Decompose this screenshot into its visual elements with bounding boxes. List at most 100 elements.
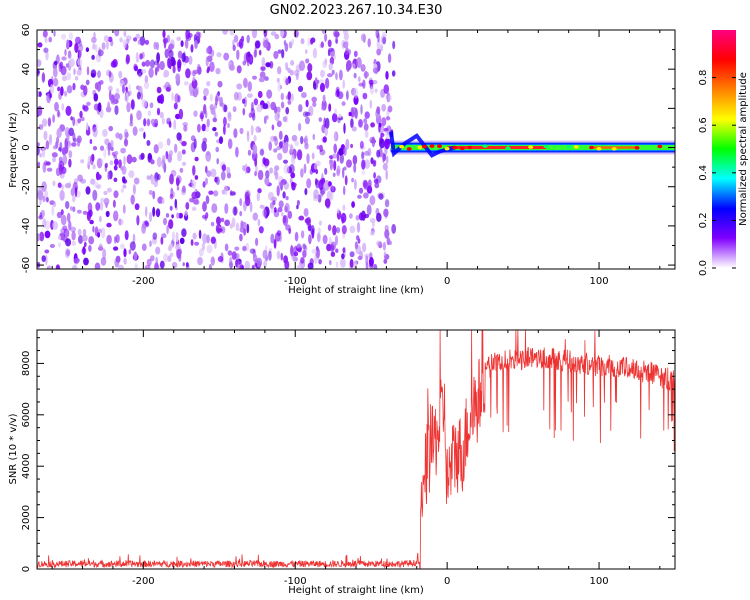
spectrogram-noise-speck (333, 160, 337, 171)
spectrogram-noise-speck (171, 92, 174, 102)
spectrogram-noise-speck (154, 66, 158, 76)
spectrogram-noise-speck (233, 34, 239, 43)
spectrogram-noise-speck (348, 111, 352, 117)
spectrogram-noise-speck (387, 105, 393, 113)
spectrogram-noise-speck (304, 188, 308, 196)
spectrogram-noise-speck (66, 72, 72, 81)
spectrogram-noise-speck (150, 159, 155, 165)
spectrogram-noise-speck (86, 66, 90, 76)
spectrogram-noise-speck (353, 50, 358, 58)
spectrogram-noise-speck (80, 159, 85, 164)
spectrogram-noise-speck (215, 92, 220, 102)
spectrogram-noise-speck (382, 241, 386, 251)
spectrogram-noise-speck (210, 49, 215, 57)
spectrogram-noise-speck (329, 190, 334, 201)
spectrogram-noise-speck (308, 234, 312, 245)
spectrogram-noise-speck (85, 186, 91, 195)
spectrogram-noise-speck (373, 79, 378, 85)
spectrogram-noise-speck (363, 71, 369, 78)
spectrogram-noise-speck (379, 138, 385, 149)
spectrogram-noise-speck (359, 250, 364, 260)
spectrogram-noise-speck (71, 230, 76, 241)
spectrogram-noise-speck (37, 142, 40, 147)
spectrogram-noise-speck (168, 243, 174, 249)
spectrogram-noise-speck (318, 179, 324, 191)
spectrogram-noise-speck (343, 146, 347, 156)
spectrogram-noise-speck (69, 58, 75, 68)
spectrogram-noise-speck (103, 197, 110, 205)
spectrogram-noise-speck (252, 212, 259, 221)
spectrogram-noise-speck (70, 116, 73, 121)
spectrogram-noise-speck (315, 247, 321, 259)
spectrogram-noise-speck (376, 39, 381, 50)
spectrogram-noise-speck (52, 157, 56, 163)
spectrogram-noise-speck (42, 162, 47, 173)
spectrogram-noise-speck (345, 138, 350, 150)
spectrogram-noise-speck (61, 56, 67, 61)
spectrogram-noise-speck (349, 251, 355, 258)
spectrogram-noise-speck (370, 159, 377, 164)
spectrogram-noise-speck (270, 101, 277, 111)
spectrogram-noise-speck (229, 30, 235, 36)
signal-hotspot (437, 144, 442, 148)
spectrogram-noise-speck (271, 196, 277, 202)
spectrogram-noise-speck (107, 142, 112, 150)
spectrogram-noise-speck (210, 106, 216, 115)
spectrogram-noise-speck (327, 73, 333, 78)
spectrogram-noise-speck (150, 174, 155, 185)
spectrogram-noise-speck (273, 207, 277, 213)
spectrogram-noise-speck (214, 131, 219, 137)
spectrogram-noise-speck (198, 229, 202, 239)
spectrogram-noise-speck (140, 152, 145, 160)
spectrogram-noise-speck (318, 259, 322, 265)
spectrogram-noise-speck (77, 228, 82, 236)
spectrogram-noise-speck (105, 210, 110, 218)
spectrogram-noise-speck (62, 154, 68, 165)
spectrogram-noise-speck (381, 103, 387, 112)
spectrogram-noise-speck (52, 221, 58, 230)
spectrogram-noise-speck (38, 124, 44, 130)
spectrogram-noise-speck (191, 79, 198, 89)
spectrogram-noise-speck (285, 196, 289, 201)
spectrogram-noise-speck (362, 92, 368, 100)
spectrogram-noise-speck (351, 201, 355, 208)
spectrogram-noise-speck (246, 131, 250, 142)
spectrogram-noise-speck (319, 79, 325, 84)
spectrogram-noise-speck (72, 132, 76, 142)
spectrogram-noise-speck (335, 35, 338, 44)
spectrogram-noise-speck (183, 124, 188, 132)
spectrogram-ylabel: Frequency (Hz) (8, 112, 19, 188)
spectrogram-noise-speck (257, 188, 262, 194)
spectrogram-noise-speck (361, 63, 365, 71)
spectrogram-noise-speck (43, 130, 48, 141)
spectrogram-noise-speck (134, 263, 138, 269)
spectrogram-noise-speck (376, 240, 382, 247)
spectrogram-noise-speck (263, 30, 268, 38)
spectrogram-noise-speck (71, 240, 76, 246)
spectrogram-noise-speck (108, 90, 112, 101)
spectrogram-noise-speck (143, 118, 147, 127)
spectrogram-noise-speck (94, 82, 99, 90)
spectrogram-noise-speck (276, 77, 280, 83)
spectrogram-noise-speck (202, 201, 207, 212)
spectrogram-noise-speck (156, 173, 161, 181)
spectrogram-noise-speck (155, 208, 161, 218)
spectrogram-noise-speck (382, 162, 388, 171)
spectrogram-noise-speck (249, 248, 256, 254)
spectrogram-noise-speck (149, 240, 152, 247)
spectrogram-xtick-label: -200 (132, 276, 155, 287)
spectrogram-noise-speck (246, 34, 250, 44)
spectrogram-noise-speck (291, 154, 295, 165)
spectrogram-noise-speck (74, 186, 78, 198)
spectrogram-noise-speck (107, 171, 110, 181)
spectrogram-noise-speck (338, 148, 344, 156)
spectrogram-noise-speck (272, 200, 276, 206)
spectrogram-noise-speck (352, 155, 358, 165)
spectrogram-noise-speck (283, 164, 290, 174)
spectrogram-noise-speck (54, 60, 58, 66)
spectrogram-noise-speck (276, 185, 280, 197)
spectrogram-noise-speck (46, 167, 53, 172)
spectrogram-noise-speck (203, 87, 209, 97)
spectrogram-noise-speck (235, 146, 239, 158)
